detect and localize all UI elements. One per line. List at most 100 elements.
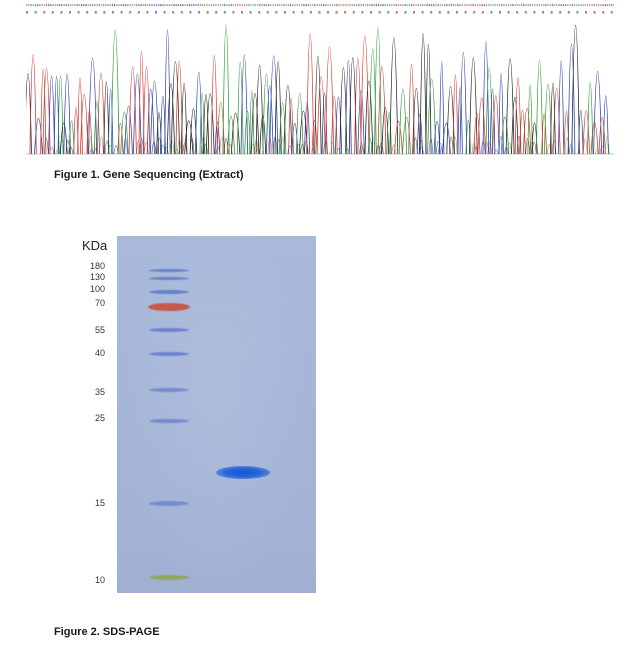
trace-noise (203, 143, 208, 155)
base-call-mark (116, 4, 118, 7)
base-call-mark (144, 4, 147, 7)
base-call-mark (428, 4, 430, 7)
base-call-mark (147, 4, 149, 7)
trace-noise (507, 142, 512, 155)
base-call-mark (175, 4, 177, 7)
trace-peak (142, 66, 151, 155)
base-call-mark (261, 4, 263, 7)
base-call-mark (48, 4, 50, 7)
base-call-mark (193, 4, 195, 7)
trace-peak (278, 102, 287, 155)
base-call-mark (118, 4, 120, 7)
trace-noise (583, 138, 588, 155)
base-call-mark (518, 4, 521, 7)
base-call-mark (490, 4, 492, 7)
trace-peak (316, 76, 326, 155)
trace-peak (389, 37, 399, 155)
trace-peak (558, 60, 565, 155)
amino-acid-mark (189, 11, 192, 14)
trace-peak (226, 115, 235, 155)
base-call-mark (252, 4, 254, 7)
base-call-mark (241, 4, 243, 7)
base-call-mark (219, 4, 221, 7)
base-call-mark (496, 4, 499, 7)
sequence-translation-row (26, 11, 613, 14)
base-call-mark (140, 4, 142, 7)
trace-noise (428, 138, 434, 155)
base-call-mark (217, 4, 219, 7)
base-call-mark (235, 4, 237, 7)
base-call-mark (191, 4, 193, 7)
base-call-mark (422, 4, 424, 7)
amino-acid-mark (69, 11, 71, 14)
amino-acid-mark (421, 11, 424, 14)
base-call-mark (503, 4, 505, 7)
trace-peak (295, 92, 304, 155)
amino-acid-mark (43, 11, 46, 14)
trace-peak (527, 84, 533, 155)
trace-peak (452, 74, 459, 155)
base-call-mark (481, 4, 483, 7)
base-call-mark (569, 4, 571, 7)
trace-peak (489, 88, 496, 155)
trace-peak (485, 67, 493, 155)
amino-acid-mark (550, 11, 553, 14)
trace-noise (157, 137, 162, 155)
trace-noise (182, 142, 188, 155)
trace-peak (511, 97, 519, 155)
base-call-mark (342, 4, 345, 7)
base-call-mark (254, 4, 257, 7)
mw-label-70: 70 (94, 298, 105, 308)
base-call-mark (404, 4, 406, 7)
amino-acid-mark (292, 11, 295, 14)
trace-peak (255, 64, 264, 155)
trace-peak (117, 122, 124, 155)
trace-peak (48, 75, 55, 155)
chromatogram-plot (26, 4, 614, 155)
base-call-mark (459, 4, 461, 7)
base-call-mark (426, 4, 428, 7)
base-call-mark (50, 4, 52, 7)
base-call-mark (494, 4, 496, 7)
trace-noise (367, 137, 373, 155)
trace-peak (314, 55, 322, 155)
base-call-mark (474, 4, 477, 7)
base-call-mark (158, 4, 160, 7)
base-call-mark (259, 4, 261, 7)
base-call-mark (507, 4, 510, 7)
trace-peak (593, 71, 602, 155)
trace-peak (311, 119, 318, 155)
trace-noise (143, 142, 149, 155)
amino-acid-mark (26, 11, 28, 14)
base-call-mark (532, 4, 534, 7)
trace-noise (379, 142, 384, 155)
base-call-mark (514, 4, 516, 7)
mw-label-25: 25 (94, 413, 105, 423)
trace-peak (103, 81, 110, 155)
base-call-mark (598, 4, 600, 7)
base-call-mark (516, 4, 518, 7)
amino-acid-mark (309, 11, 312, 14)
base-call-mark (468, 4, 470, 7)
base-call-mark (415, 4, 417, 7)
sds-page-gel (117, 236, 316, 593)
marker-band-130 (149, 277, 189, 280)
base-call-mark (571, 4, 573, 7)
base-call-mark (226, 4, 228, 7)
trace-noise (336, 148, 341, 155)
base-call-mark (545, 4, 547, 7)
trace-peak (214, 121, 221, 155)
base-call-mark (94, 4, 96, 7)
base-call-mark (320, 4, 323, 7)
amino-acid-mark (447, 11, 450, 14)
base-call-mark (61, 4, 63, 7)
mw-label-130: 130 (89, 272, 105, 282)
base-call-mark (360, 4, 362, 7)
trace-noise (516, 135, 522, 155)
amino-acid-mark (94, 11, 97, 14)
base-call-mark (580, 4, 582, 7)
base-call-mark (318, 4, 320, 7)
trace-noise (418, 139, 424, 155)
base-call-mark (523, 4, 525, 7)
trace-peak (457, 86, 463, 155)
